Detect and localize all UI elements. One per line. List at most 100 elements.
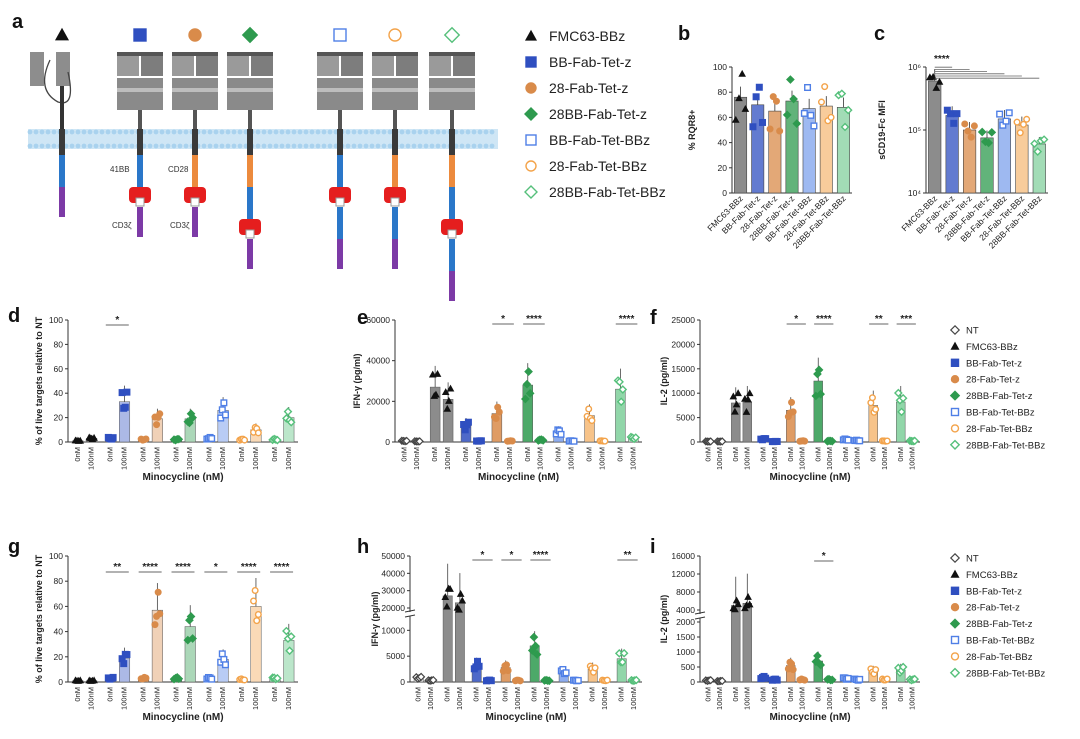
x-tick-label: 100nM bbox=[880, 447, 889, 470]
diamond-marker bbox=[706, 437, 715, 446]
triangle-marker bbox=[445, 397, 453, 404]
triangle-marker bbox=[441, 593, 450, 600]
diamond-marker bbox=[415, 437, 424, 446]
square-marker bbox=[773, 437, 781, 445]
square-marker bbox=[570, 437, 578, 445]
y-tick-label: 12000 bbox=[671, 569, 695, 579]
x-tick-label: 100nM bbox=[185, 447, 194, 470]
circle-marker bbox=[776, 127, 784, 135]
membrane-lipid bbox=[423, 143, 429, 149]
cd3z-domain bbox=[59, 187, 65, 217]
construct-28-Fab-Tet-z bbox=[172, 28, 218, 237]
bar bbox=[768, 110, 782, 194]
fab-linker bbox=[317, 52, 363, 56]
legend-label-28BB-Fab-Tet-BBz: 28BB-Fab-Tet-BBz bbox=[966, 440, 1045, 451]
square-marker bbox=[1005, 109, 1013, 117]
triangle-marker bbox=[742, 407, 751, 415]
membrane-lipid bbox=[45, 143, 51, 149]
bar bbox=[151, 609, 163, 683]
fab-linker bbox=[227, 52, 273, 56]
membrane-lipid bbox=[273, 143, 279, 149]
construct-28-Fab-Tet-BBz bbox=[372, 28, 418, 269]
membrane-lipid bbox=[255, 129, 261, 135]
diamond-marker bbox=[717, 676, 727, 686]
significance-stars: ** bbox=[624, 550, 632, 561]
triangle-marker bbox=[744, 593, 752, 600]
x-tick-label: 100nM bbox=[597, 447, 606, 470]
circle-marker bbox=[591, 664, 599, 672]
y-tick-label: 4000 bbox=[676, 605, 695, 615]
legend-label-FMC63-BBz: FMC63-BBz bbox=[966, 342, 1018, 353]
x-tick-label: 0nM bbox=[171, 687, 180, 702]
membrane-lipid bbox=[105, 129, 111, 135]
membrane-lipid bbox=[387, 143, 393, 149]
square-marker bbox=[996, 110, 1004, 118]
significance-stars: * bbox=[501, 314, 505, 325]
circle-marker bbox=[772, 97, 780, 105]
triangle-marker bbox=[524, 29, 538, 41]
y-tick-label: 0 bbox=[690, 437, 695, 447]
fab-linker bbox=[429, 52, 475, 56]
triangle-marker bbox=[441, 388, 450, 396]
membrane-lipid bbox=[369, 143, 375, 149]
x-tick-label: 100nM bbox=[797, 447, 806, 470]
membrane-lipid bbox=[327, 143, 333, 149]
square-marker bbox=[807, 111, 815, 119]
fab-hinge bbox=[429, 88, 475, 92]
x-tick-label: 100nM bbox=[852, 687, 861, 710]
membrane-lipid bbox=[219, 143, 225, 149]
membrane-lipid bbox=[357, 143, 363, 149]
fab-light-chain bbox=[341, 56, 363, 76]
tet-marker bbox=[190, 197, 200, 207]
triangle-marker bbox=[90, 676, 98, 684]
hinge bbox=[338, 110, 342, 130]
diamond-marker bbox=[897, 407, 906, 417]
membrane-lipid bbox=[117, 143, 123, 149]
significance-stars: **** bbox=[142, 562, 158, 573]
x-tick-label: 100nM bbox=[770, 447, 779, 470]
bar bbox=[813, 380, 823, 443]
circle-marker bbox=[970, 122, 978, 130]
y-tick-label: 500 bbox=[681, 662, 695, 672]
membrane-lipid bbox=[129, 129, 135, 135]
y-tick-label: 100 bbox=[713, 62, 727, 72]
y-tick-label: 30000 bbox=[381, 586, 405, 596]
41bb-domain bbox=[247, 187, 253, 219]
domain-label-cd3z: CD3ζ bbox=[112, 221, 132, 230]
membrane-lipid bbox=[147, 143, 153, 149]
hinge bbox=[450, 110, 454, 130]
y-tick-label: 0 bbox=[722, 188, 727, 198]
diamond-marker bbox=[521, 394, 530, 404]
x-tick-label: 0nM bbox=[139, 687, 148, 702]
y-tick-label: 10000 bbox=[381, 625, 405, 635]
domain-label-41bb: 41BB bbox=[110, 165, 130, 174]
legend-label-FMC63-BBz: FMC63-BBz bbox=[549, 28, 625, 44]
x-tick-label: 100nM bbox=[825, 687, 834, 710]
membrane-lipid bbox=[477, 129, 483, 135]
y-axis-label: % of live targets relative to NT bbox=[34, 554, 44, 683]
circle-marker bbox=[154, 588, 162, 596]
membrane-lipid bbox=[471, 143, 477, 149]
y-tick-label: 8000 bbox=[676, 587, 695, 597]
y-axis-label: % of live targets relative to NT bbox=[34, 316, 44, 445]
square-marker bbox=[752, 93, 760, 101]
membrane-lipid bbox=[27, 129, 33, 135]
membrane-lipid bbox=[267, 129, 273, 135]
membrane-lipid bbox=[75, 129, 81, 135]
fab-constant bbox=[172, 78, 218, 110]
y-tick-label: 0 bbox=[58, 677, 63, 687]
membrane-lipid bbox=[231, 129, 237, 135]
circle-marker bbox=[254, 429, 262, 437]
membrane-lipid bbox=[297, 143, 303, 149]
x-tick-label: 100nM bbox=[629, 687, 638, 710]
41bb-domain bbox=[137, 155, 143, 187]
x-tick-label: 100nM bbox=[600, 687, 609, 710]
x-tick-label: 0nM bbox=[204, 687, 213, 702]
diamond-marker bbox=[443, 26, 461, 44]
chart-panel-e: 0 20000 40000 60000 IFN-γ (pg/ml) Minocycline… bbox=[352, 314, 642, 483]
x-tick-label: 0nM bbox=[786, 687, 795, 702]
chart-panel-d: 0 20 40 60 80 100 % of live targets relative t… bbox=[34, 315, 298, 483]
axis-break-gap bbox=[695, 614, 705, 618]
y-tick-label: 10⁴ bbox=[908, 188, 921, 198]
membrane-lipid bbox=[459, 129, 465, 135]
